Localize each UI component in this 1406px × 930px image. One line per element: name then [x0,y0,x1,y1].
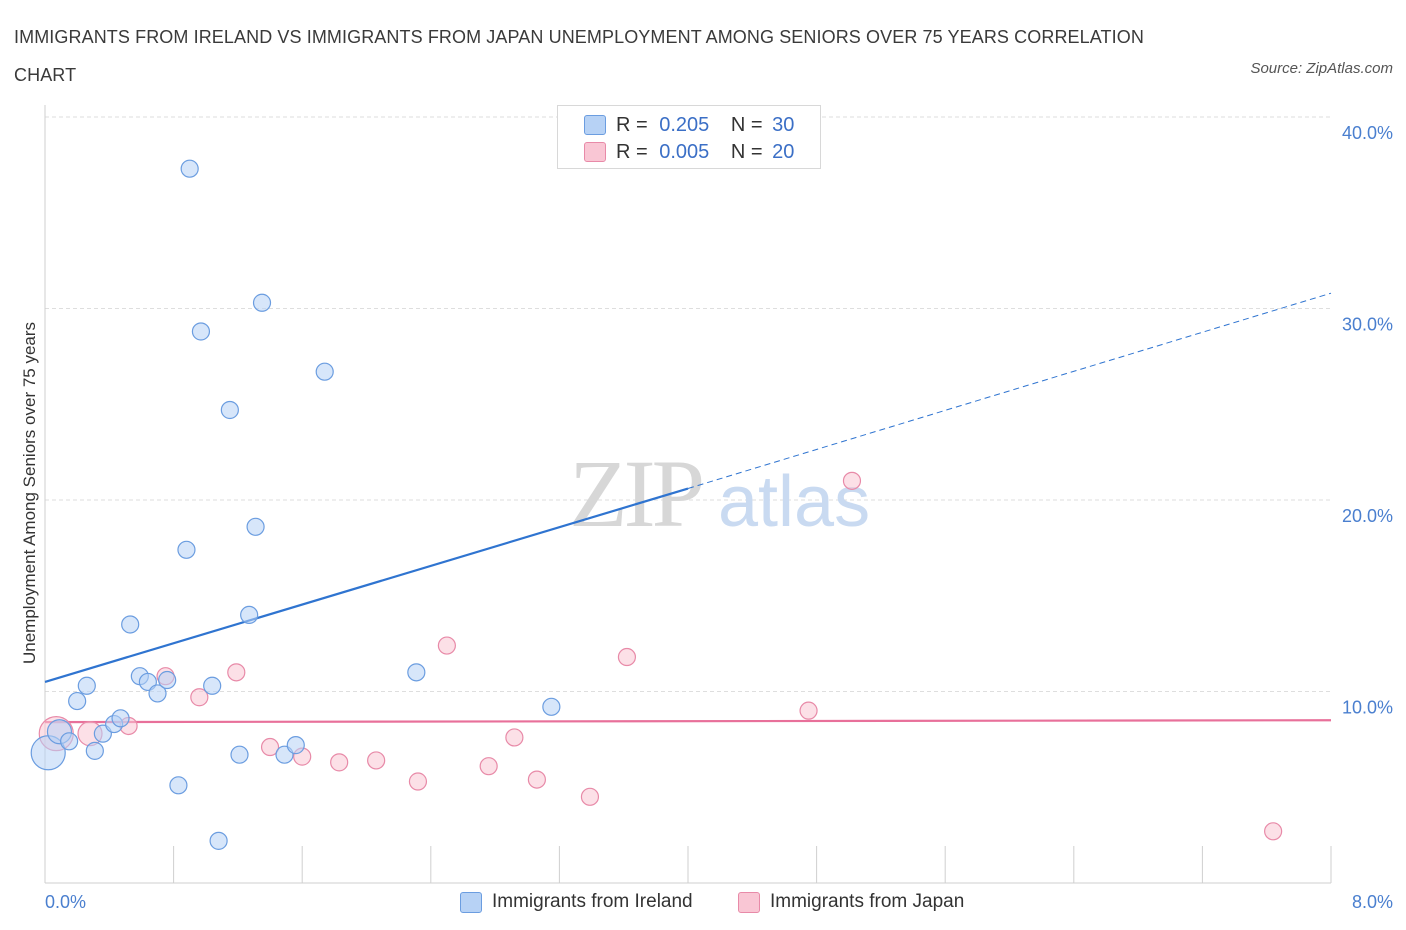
point-japan [617,647,637,667]
point-ireland [68,691,87,711]
point-ireland [542,697,561,716]
y-tick-label: 40.0% [1342,123,1393,143]
point-japan [580,787,600,806]
trend-lines [44,292,1332,724]
gridlines [45,116,1331,692]
point-ireland [191,322,211,341]
point-japan [505,728,524,747]
legend-n-label: N = [730,141,763,163]
x-tick-label-max: 8.0% [1352,892,1393,912]
point-japan [527,770,546,789]
legend-label-japan: Immigrants from Japan [770,891,965,912]
point-japan [260,737,280,757]
legend-swatch-japan [738,892,760,913]
x-tick-label-min: 0.0% [45,892,86,912]
point-ireland [203,676,222,695]
watermark: ZIP atlas [569,440,870,547]
point-ireland [111,709,130,728]
tick-labels: 10.0% 20.0% 30.0% 40.0% 0.0% 8.0% [45,123,1393,912]
y-tick-label: 10.0% [1342,698,1393,718]
point-japan [479,757,498,776]
legend-swatch-ireland [460,892,482,913]
legend-r-value-ireland: 0.205 [659,114,710,136]
legend-swatch-japan [584,142,606,162]
legend-n-label: N = [730,114,763,136]
chart-title: IMMIGRANTS FROM IRELAND VS IMMIGRANTS FR… [14,27,1144,85]
point-ireland [77,676,96,695]
correlation-legend: R = 0.205 N = 30 R = 0.005 N = 20 [557,105,821,169]
y-axis-label: Unemployment Among Seniors over 75 years [20,322,39,664]
point-ireland [220,400,239,420]
point-japan [330,753,349,772]
point-ireland [158,670,177,690]
point-japan [227,663,246,682]
point-ireland [230,745,249,764]
legend-label-ireland: Immigrants from Ireland [492,891,693,912]
point-japan [842,471,862,490]
point-japan [190,688,209,707]
trendline-ireland [44,487,689,683]
data-points [30,159,1283,850]
point-ireland [315,362,334,381]
point-japan [437,636,456,655]
point-japan [799,701,818,720]
y-tick-label: 30.0% [1342,315,1393,335]
trendline-japan [44,719,1332,724]
legend-swatch-ireland [584,115,606,135]
point-ireland [177,540,196,559]
point-ireland [286,736,305,755]
legend-r-label: R = [616,141,648,163]
point-ireland [169,776,188,795]
legend-r-value-japan: 0.005 [659,141,710,163]
point-ireland [148,684,167,703]
point-ireland [209,831,228,850]
point-ireland [240,605,259,625]
point-ireland [121,615,140,634]
point-ireland [407,663,426,682]
legend-r-label: R = [616,114,648,136]
y-tick-label: 20.0% [1342,506,1393,526]
series-legend-japan[interactable]: Immigrants from Japan [738,888,998,916]
legend-n-value-japan: 20 [772,141,795,163]
series-legend-ireland[interactable]: Immigrants from Ireland [460,888,720,916]
axes [44,105,1332,884]
point-ireland [85,741,104,760]
point-ireland [60,732,79,751]
trendline-ireland-extrapolated [687,292,1332,489]
source-label: Source: ZipAtlas.com [1250,60,1393,77]
point-ireland [252,293,272,312]
watermark-zip: ZIP [569,440,702,547]
point-japan [367,751,386,770]
point-japan [408,772,428,791]
point-ireland [180,159,199,178]
point-ireland [246,517,265,536]
legend-n-value-ireland: 30 [772,114,795,136]
point-japan [1264,822,1283,841]
